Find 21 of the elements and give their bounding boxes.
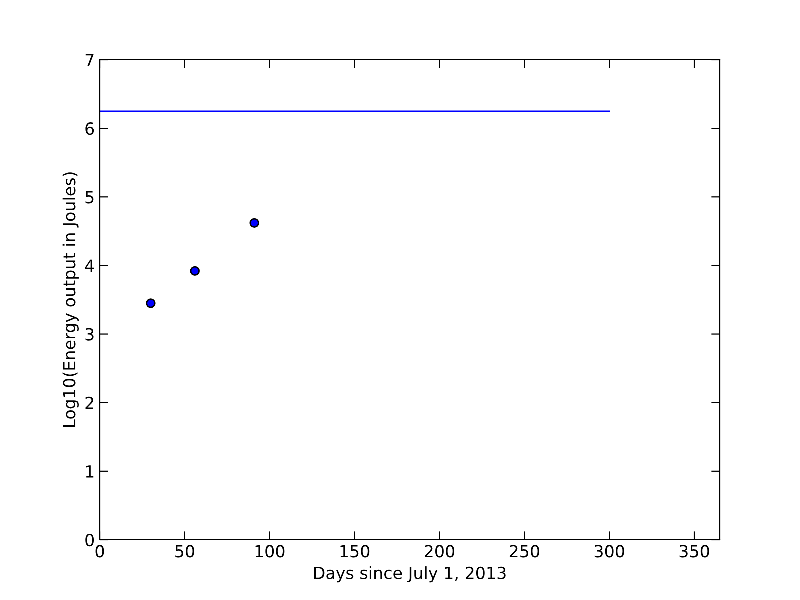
x-tick-label: 150 [340, 545, 370, 558]
x-tick-label: 50 [176, 545, 194, 558]
y-tick-label: 7 [86, 54, 94, 66]
y-tick-label: 1 [86, 466, 94, 478]
y-tick-label: 2 [86, 396, 94, 410]
point [146, 298, 156, 308]
y-tick-label: 6 [86, 122, 94, 136]
point [250, 218, 260, 228]
x-tick-label: 200 [425, 545, 455, 558]
x-tick-label: 100 [256, 545, 285, 558]
y-tick-label: 5 [86, 191, 94, 204]
y-axis-title: Log10(Energy output in Joules) [62, 172, 79, 428]
x-tick-label: 350 [680, 545, 710, 558]
y-tick-label: 3 [86, 328, 94, 341]
y-tick-label: 4 [85, 260, 94, 272]
point [190, 266, 200, 276]
x-tick-label: 300 [594, 545, 624, 558]
x-axis-title: Days since July 1, 2013 [314, 566, 506, 583]
y-tick-label: 0 [86, 534, 94, 547]
x-tick-label: 0 [96, 545, 104, 558]
x-tick-label: 250 [510, 545, 540, 558]
